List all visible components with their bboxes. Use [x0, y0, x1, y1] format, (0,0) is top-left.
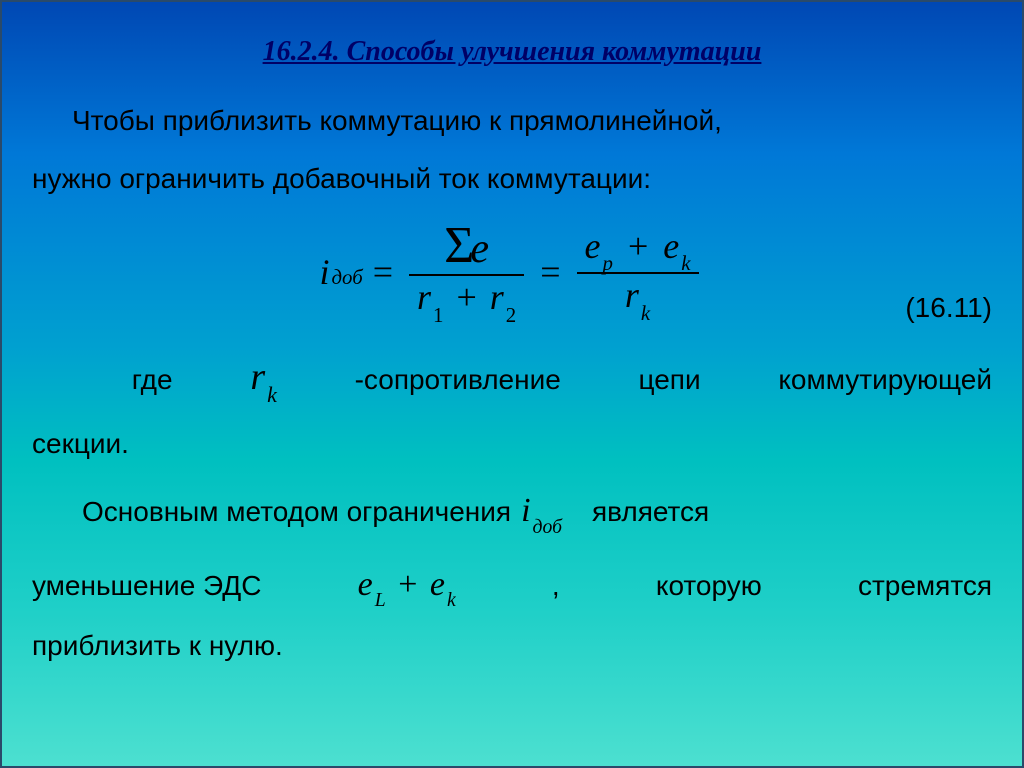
frac1-den: r1 + r2 — [409, 276, 524, 323]
plus-1: + — [456, 277, 476, 317]
fraction-2: ep + ek rk — [577, 225, 699, 321]
text: Чтобы приблизить коммутацию к прямолиней… — [72, 105, 722, 136]
p4-eL: e — [358, 566, 373, 603]
paragraph-1b: нужно ограничить добавочный ток коммутац… — [32, 157, 992, 200]
p2-w3: цепи — [639, 358, 701, 401]
equals-2: = — [540, 245, 560, 301]
lhs-i: i — [319, 245, 329, 301]
frac1-num: Σe — [436, 223, 497, 274]
ek-sub: k — [681, 251, 690, 275]
p2-rk: rk — [250, 348, 277, 408]
equals-1: = — [373, 245, 393, 301]
p3-idob-sub: доб — [533, 516, 562, 538]
fraction-1: Σe r1 + r2 — [409, 223, 524, 324]
section-title: 16.2.4. Способы улучшения коммутации — [32, 30, 992, 73]
p4-ek-sub: k — [447, 589, 456, 611]
p4-b: которую — [656, 564, 762, 607]
frac1-num-e: e — [470, 226, 489, 272]
p2-rk-k: k — [267, 382, 277, 407]
equation-16-11: iдоб = Σe r1 + r2 = ep + ek — [319, 223, 704, 324]
p4-plus: + — [398, 566, 417, 603]
paragraph-3: Основным методом ограничения iдоб являет… — [32, 485, 992, 538]
p3-i: i — [521, 492, 530, 529]
rk-sub: k — [641, 301, 650, 325]
paragraph-2-line2: секции. — [32, 422, 992, 465]
equation-row: iдоб = Σe r1 + r2 = ep + ek — [32, 218, 992, 328]
ep: e — [585, 226, 601, 266]
p2-w4: коммутирующей — [778, 358, 992, 401]
p4-c: стремятся — [858, 564, 992, 607]
p3-a: Основным методом ограничения — [82, 490, 511, 533]
rk: r — [625, 275, 639, 315]
r1: r — [417, 277, 431, 317]
frac2-den: rk — [617, 274, 658, 321]
paragraph-4-line2: приблизить к нулю. — [32, 624, 992, 667]
p4-expr: eL + ek — [358, 559, 456, 612]
r2: r — [490, 277, 504, 317]
p3-idob: iдоб — [521, 485, 562, 538]
r1-sub: 1 — [433, 303, 443, 327]
p3-b: является — [592, 490, 709, 533]
ek: e — [663, 226, 679, 266]
paragraph-4-line1: уменьшение ЭДС eL + ek , которую стремят… — [32, 559, 992, 612]
frac2-num: ep + ek — [577, 225, 699, 272]
p4-eL-sub: L — [375, 589, 386, 611]
p4-a: уменьшение ЭДС — [32, 564, 261, 607]
p2-rk-r: r — [250, 356, 265, 398]
p2-gde: где — [132, 358, 173, 401]
sigma-symbol: Σ — [444, 217, 470, 274]
p4-comma: , — [552, 564, 560, 607]
p4-ek: e — [430, 566, 445, 603]
paragraph-1a: Чтобы приблизить коммутацию к прямолиней… — [32, 99, 992, 142]
equation-number: (16.11) — [905, 286, 992, 329]
ep-sub: p — [603, 251, 613, 275]
lhs-sub: доб — [331, 261, 362, 293]
p2-w2: -сопротивление — [355, 358, 561, 401]
r2-sub: 2 — [506, 303, 516, 327]
slide-content: 16.2.4. Способы улучшения коммутации Что… — [2, 2, 1022, 697]
paragraph-2-line1: где rk -сопротивление цепи коммутирующей — [32, 348, 992, 408]
plus-2: + — [628, 226, 648, 266]
